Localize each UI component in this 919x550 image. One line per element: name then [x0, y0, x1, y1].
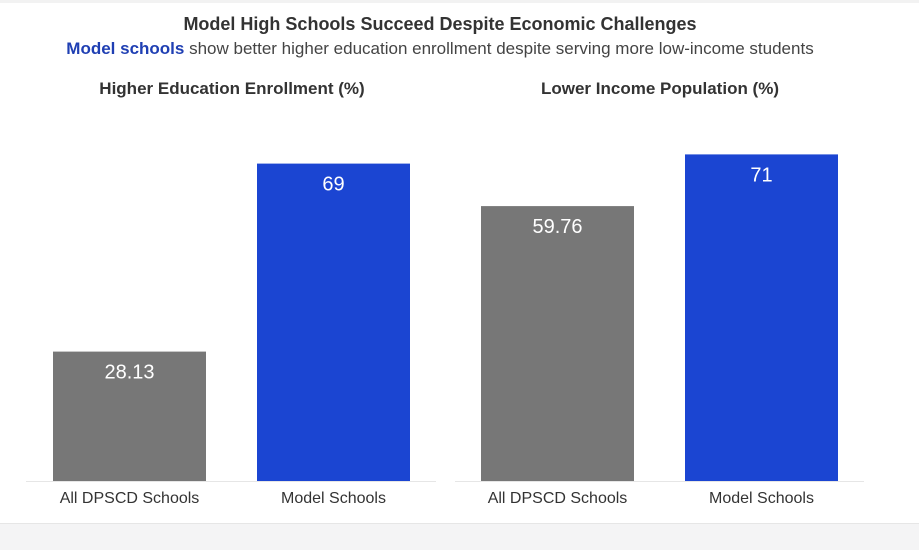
x-tick-label: All DPSCD Schools	[488, 490, 628, 507]
chart-subtitle: Model schools show better higher educati…	[0, 39, 880, 59]
bar-value-label: 71	[750, 164, 772, 186]
bar-all-dpscd[interactable]	[481, 206, 634, 481]
x-tick-label: Model Schools	[709, 490, 814, 507]
bar-model-schools[interactable]	[685, 154, 838, 481]
top-strip	[0, 0, 919, 3]
bar-model-schools[interactable]	[257, 163, 410, 481]
x-tick-label: All DPSCD Schools	[60, 490, 200, 507]
bar-value-label: 69	[322, 174, 344, 196]
subtitle-text: show better higher education enrollment …	[184, 39, 814, 58]
bar-value-label: 59.76	[532, 216, 582, 238]
bar-charts: 28.13 All DPSCD Schools 69 Model Schools 59.…	[26, 154, 864, 507]
x-tick-label: Model Schools	[281, 490, 386, 507]
subtitle-highlight: Model schools	[66, 39, 185, 58]
bar-all-dpscd[interactable]	[53, 351, 206, 481]
chart-title: Model High Schools Succeed Despite Econo…	[183, 14, 697, 34]
bottom-strip	[0, 523, 919, 550]
panel-title-enrollment: Higher Education Enrollment (%)	[99, 79, 365, 98]
panel-title-income: Lower Income Population (%)	[540, 79, 779, 98]
bar-value-label: 28.13	[104, 362, 154, 384]
